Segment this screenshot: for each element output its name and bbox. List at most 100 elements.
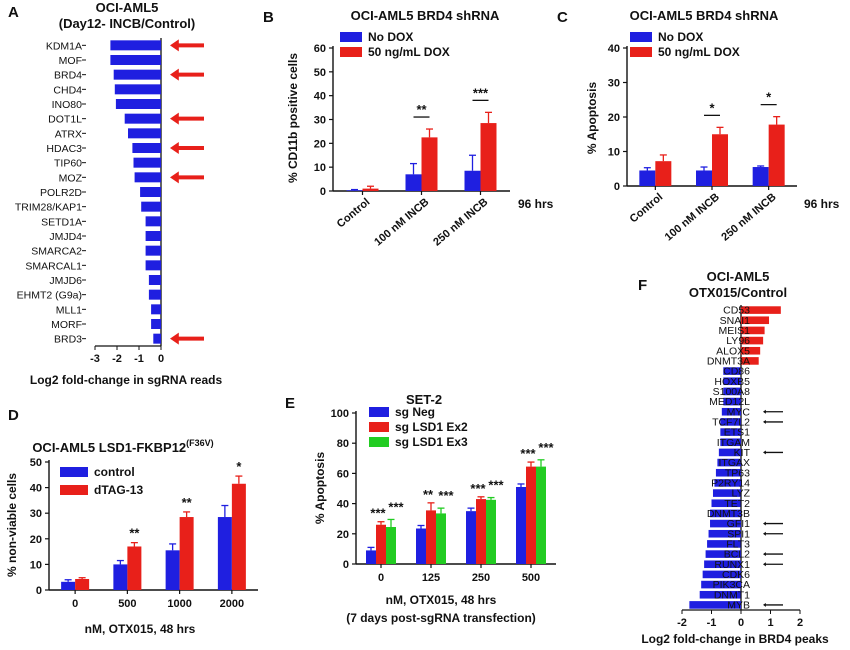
chart-f-bar [712,489,741,497]
panel-letter-e: E [285,395,295,412]
chart-e-bar [436,513,446,564]
chart-a-highlight-arrow-head [170,39,179,52]
chart-a-category-label: TRIM28/KAP1 [15,202,82,214]
chart-e-bar [426,510,436,564]
chart-f-category-label: PIK3CA [713,579,750,591]
chart-f-category-label: MEIS1 [718,325,750,337]
chart-f-bar [717,458,741,467]
chart-d-legend-swatch [60,485,88,495]
chart-f-bar [704,560,741,569]
chart-f-category-label: ALOX5 [716,345,750,357]
chart-b-y-tick-label: 60 [314,43,326,55]
chart-f-category-label: CDK6 [722,569,750,581]
chart-f-category-label: MED12L [709,396,750,408]
chart-a-bar [133,157,161,168]
chart-d-category-label: 1000 [167,598,191,610]
chart-e-xlabel: nM, OTX015, 48 hrs [386,593,497,607]
chart-c-title: OCI-AML5 BRD4 shRNA [630,8,779,23]
chart-d-category-label: 0 [72,598,78,610]
chart-e-bar [366,550,376,564]
chart-b-legend-swatch [340,32,362,42]
chart-c-y-tick-label: 0 [614,181,620,193]
chart-c-legend-swatch [630,47,652,57]
chart-f-category-label: DNMT3B [707,508,750,520]
chart-f-category-label: MYC [727,406,751,418]
chart-d-y-tick-label: 10 [30,559,42,571]
chart-f-bar [710,519,741,528]
chart-d-title-main: OCI-AML5 LSD1-FKBP12 [32,440,186,455]
chart-e-significance-label: *** [488,478,504,493]
chart-a-highlight-arrow-head [170,68,179,81]
chart-a-bar [141,201,161,212]
chart-f-bar [718,448,741,457]
chart-a-x-tick-label: 0 [158,353,164,365]
chart-f-bar [723,397,741,406]
chart-b-right-label: 96 hrs [518,197,554,211]
chart-f-category-label: LYZ [732,488,751,500]
chart-a-bar [145,231,161,241]
chart-d-significance-label: * [236,459,242,474]
chart-a-bar [110,55,161,65]
chart-f-category-label: LY96 [726,335,750,347]
chart-f-category-label: MYB [727,599,750,611]
chart-c-legend-swatch [630,32,652,42]
chart-f-bar [721,407,741,416]
chart-f-category-label: CD86 [723,366,750,378]
chart-b-category-label: 100 nM INCB [372,196,431,248]
chart-e-y-tick-label: 40 [337,499,349,511]
chart-marks: KDM1A MOF BRD4 CHD4 INO80 DOT1L ATRX HDAC3 TIP60… [15,30,803,629]
chart-c-y-tick-label: 20 [608,112,620,124]
chart-f-bar [710,509,741,518]
chart-f-category-label: ETS1 [724,427,750,439]
chart-a-highlight-arrow-head [170,171,179,184]
chart-a-highlight-arrow-head [170,112,179,125]
chart-a-bar [113,69,161,80]
chart-f-category-label: FLT3 [726,538,750,550]
chart-f-category-label: RUNX1 [714,559,750,571]
chart-c-y-tick-label: 10 [608,147,620,159]
chart-f-bar [708,529,741,538]
chart-e-bar [536,466,546,564]
chart-b-legend-label: No DOX [368,30,413,44]
chart-a-bar [145,260,161,271]
chart-b-ylabel: % CD11b positive cells [286,53,300,183]
chart-a-bar [140,187,161,197]
chart-d-legend-swatch [60,467,88,477]
chart-f-bar [720,418,741,426]
chart-f-bar [741,306,781,314]
chart-e-significance-label: *** [438,488,454,503]
chart-d-bar [75,578,90,590]
chart-f-category-label: P2RY14 [711,477,750,489]
chart-a-x-tick-label: -2 [112,353,122,365]
chart-d-ylabel: % non-viable cells [5,473,19,577]
chart-c-legend-label: 50 ng/mL DOX [658,45,740,59]
chart-f-x-tick-label: 1 [767,617,773,629]
chart-a-category-label: ATRX [55,128,82,140]
chart-e-bar [466,511,476,564]
chart-f-category-label: SPI1 [727,528,750,540]
chart-e-bar [516,486,526,564]
chart-f-bar [707,540,741,548]
chart-d-y-tick-label: 30 [30,508,42,520]
chart-b-title: OCI-AML5 BRD4 shRNA [351,8,500,23]
chart-a-bar [151,304,161,315]
chart-c-right-label: 96 hrs [804,197,840,211]
chart-a-category-label: SMARCA2 [31,246,82,258]
chart-e-bar [486,499,496,564]
chart-f-bar [715,468,741,477]
chart-a-category-label: POLR2D [40,187,82,199]
chart-c-bar [712,134,728,186]
chart-b-bar [480,123,497,191]
chart-a-category-label: TIP60 [54,158,82,170]
chart-f-highlight-arrow-head [763,562,766,567]
chart-e-ylabel: % Apoptosis [313,452,327,525]
chart-a-category-label: DOT1L [48,114,82,126]
chart-c-bar [768,124,785,186]
chart-e-legend-label: sg LSD1 Ex3 [395,435,468,449]
chart-f-x-tick-label: 0 [738,617,744,629]
chart-f-bar [741,357,759,365]
chart-e-bar [386,527,396,564]
chart-f-category-label: TP63 [725,467,750,479]
chart-f-highlight-arrow-head [763,552,766,557]
